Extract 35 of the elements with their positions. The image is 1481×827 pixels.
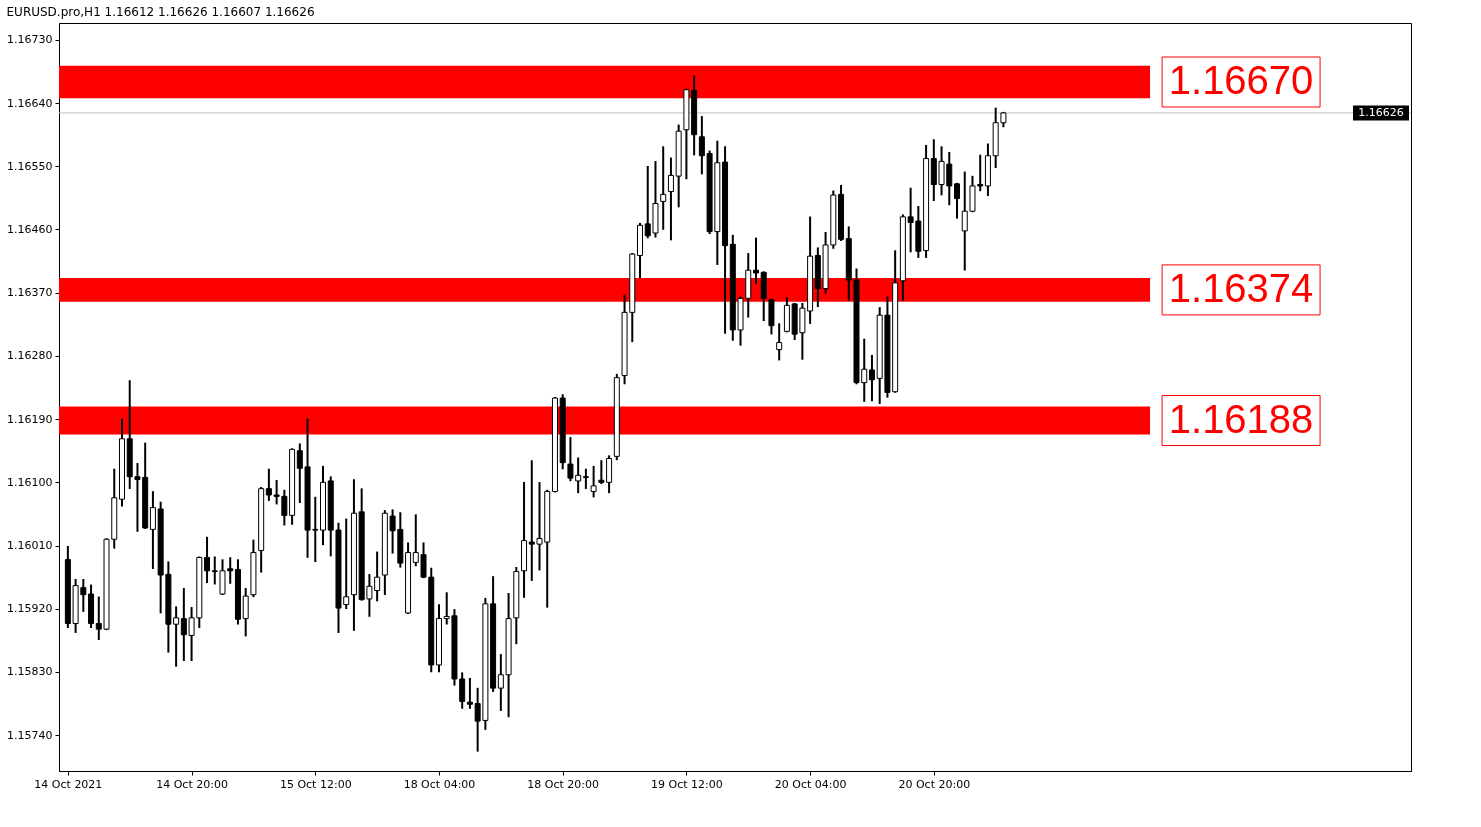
- y-tick-label: 1.15830: [7, 665, 53, 679]
- y-tick-label: 1.16460: [7, 222, 53, 236]
- band-label: 1.16188: [1168, 396, 1314, 441]
- x-tick-label: 14 Oct 2021: [34, 777, 103, 791]
- y-tick-label: 1.15740: [7, 728, 53, 742]
- candlestick: [242, 588, 249, 637]
- y-tick-label: 1.16100: [7, 475, 53, 489]
- candlestick: [868, 354, 875, 402]
- candlestick: [752, 237, 759, 284]
- x-tick-label: 19 Oct 12:00: [651, 777, 723, 791]
- x-tick-label: 14 Oct 20:00: [156, 777, 228, 791]
- y-tick-label: 1.16280: [7, 349, 53, 363]
- y-tick-label: 1.16730: [7, 33, 53, 47]
- y-tick-label: 1.16010: [7, 539, 53, 553]
- band-label: 1.16670: [1168, 58, 1314, 102]
- candlestick: [582, 468, 589, 489]
- candlestick: [590, 465, 597, 498]
- y-tick-label: 1.16190: [7, 412, 53, 426]
- x-tick-label: 20 Oct 04:00: [774, 777, 847, 791]
- x-tick-label: 18 Oct 04:00: [403, 777, 476, 791]
- y-tick-label: 1.16640: [7, 96, 53, 110]
- candlestick: [660, 146, 667, 230]
- candlestick: [954, 182, 961, 219]
- candlestick: [776, 323, 783, 361]
- chart-title: EURUSD.pro,H1 1.16612 1.16626 1.16607 1.16626: [6, 5, 315, 19]
- candlestick: [667, 157, 674, 241]
- x-tick-label: 15 Oct 12:00: [279, 777, 352, 791]
- x-tick-label: 20 Oct 20:00: [898, 777, 971, 791]
- candlestick: [204, 536, 211, 584]
- y-tick-label: 1.16550: [7, 159, 53, 173]
- band-label: 1.16374: [1168, 265, 1314, 310]
- x-tick-label: 18 Oct 20:00: [527, 777, 600, 791]
- y-tick-label: 1.15920: [7, 602, 53, 616]
- y-tick-label: 1.16370: [7, 286, 53, 300]
- ref-line-label: 1.16626: [1358, 105, 1404, 119]
